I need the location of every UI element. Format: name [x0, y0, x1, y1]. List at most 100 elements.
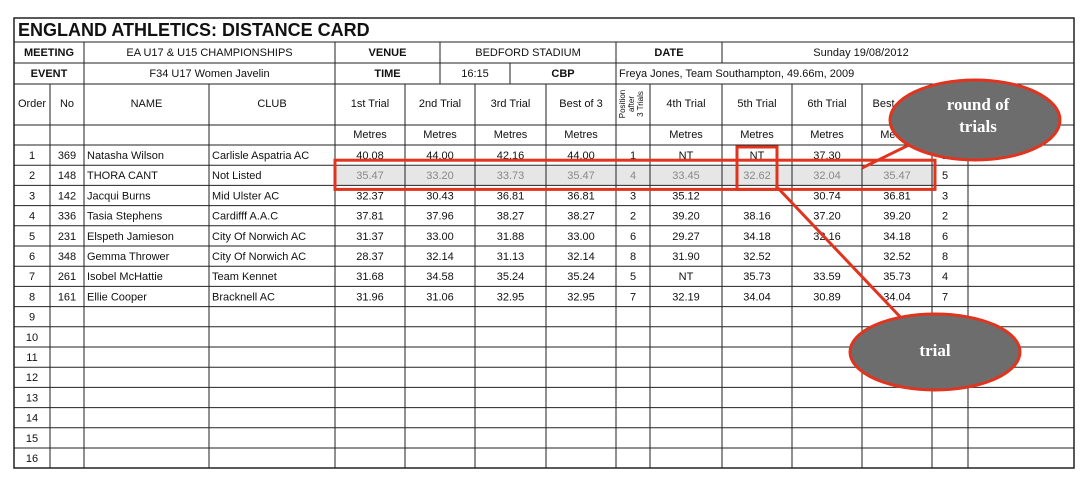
cell: 31.90 [672, 251, 700, 263]
cell: 8 [630, 251, 636, 263]
column-header: 3rd Trial [491, 98, 531, 110]
cell: 348 [58, 251, 76, 263]
cell: 35.47 [883, 170, 911, 182]
card-title: ENGLAND ATHLETICS: DISTANCE CARD [18, 20, 370, 40]
cell: 32.04 [813, 170, 841, 182]
unit-label: Metres [494, 129, 528, 141]
field-label: MEETING [24, 47, 74, 59]
cell: 2 [29, 170, 35, 182]
cell: 8 [942, 251, 948, 263]
cell: 32.19 [672, 291, 700, 303]
cell: 32.52 [883, 251, 911, 263]
cell: 35.24 [497, 271, 525, 283]
cell: Mid Ulster AC [212, 190, 279, 202]
cell: 36.81 [497, 190, 525, 202]
cell: 35.73 [883, 271, 911, 283]
cell: 10 [26, 332, 38, 344]
cell: 35.12 [672, 190, 700, 202]
callout-pointer [861, 140, 916, 170]
cell: 33.73 [497, 170, 525, 182]
cell: 16 [26, 453, 38, 465]
field-value: F34 U17 Women Javelin [149, 68, 269, 80]
cell: 31.13 [497, 251, 525, 263]
cell: 31.88 [497, 231, 525, 243]
cell: 34.04 [883, 291, 911, 303]
cell: 5 [630, 271, 636, 283]
row-callout-box [333, 158, 937, 191]
cell: 37.20 [813, 211, 841, 223]
column-header: No [60, 98, 74, 110]
cell: 29.27 [672, 231, 700, 243]
cell: 32.95 [567, 291, 595, 303]
cell: 1 [630, 150, 636, 162]
cell: 5 [942, 170, 948, 182]
cell: Not Listed [212, 170, 262, 182]
field-label: EVENT [31, 68, 68, 80]
cell: 36.81 [567, 190, 595, 202]
cell: 30.74 [813, 190, 841, 202]
column-header: 5th Trial [737, 98, 776, 110]
position-header: after [627, 96, 636, 112]
cell: 36.81 [883, 190, 911, 202]
cell: 35.47 [356, 170, 384, 182]
row-highlight [335, 166, 935, 186]
unit-label: Metres [423, 129, 457, 141]
cell: 34.58 [426, 271, 454, 283]
cell: 3 [630, 190, 636, 202]
cell: 34.04 [743, 291, 771, 303]
cell: 32.14 [426, 251, 454, 263]
cell: 15 [26, 433, 38, 445]
callout-text: trial [919, 341, 950, 360]
cell: Cardifff A.A.C [212, 211, 278, 223]
cell: 39.20 [883, 211, 911, 223]
position-header: Position [618, 90, 627, 118]
cell: City Of Norwich AC [212, 251, 306, 263]
cell: 7 [29, 271, 35, 283]
callout-text: trials [959, 117, 997, 136]
unit-label: Metres [740, 129, 774, 141]
unit-label: Metres [810, 129, 844, 141]
cell: 34.18 [883, 231, 911, 243]
cell: 33.59 [813, 271, 841, 283]
cell: 30.43 [426, 190, 454, 202]
field-value: 16:15 [461, 68, 489, 80]
cell: 2 [630, 211, 636, 223]
field-value: Freya Jones, Team Southampton, 49.66m, 2… [619, 68, 854, 80]
cell: 35.73 [743, 271, 771, 283]
cell: 35.47 [567, 170, 595, 182]
cell: 35.24 [567, 271, 595, 283]
card-border [13, 17, 1075, 469]
cell: 3 [29, 190, 35, 202]
cell: Elspeth Jamieson [87, 231, 174, 243]
field-label: CBP [551, 68, 574, 80]
cell-callout-box [735, 145, 779, 191]
cell: 34.18 [743, 231, 771, 243]
cell: 1 [29, 150, 35, 162]
cell: 4 [630, 170, 636, 182]
cell: 33.45 [672, 170, 700, 182]
column-header: NAME [131, 98, 163, 110]
cell: 6 [630, 231, 636, 243]
cell: 31.96 [356, 291, 384, 303]
unit-label: Metres [669, 129, 703, 141]
cell: 5 [29, 231, 35, 243]
cell: 336 [58, 211, 76, 223]
cell: 14 [26, 413, 38, 425]
cell: 32.14 [567, 251, 595, 263]
cell: NT [679, 271, 694, 283]
cell: Isobel McHattie [87, 271, 163, 283]
field-value: EA U17 & U15 CHAMPIONSHIPS [126, 47, 292, 59]
cell: 28.37 [356, 251, 384, 263]
cell: 3 [942, 190, 948, 202]
cell: 33.00 [426, 231, 454, 243]
field-value: Sunday 19/08/2012 [813, 47, 908, 59]
cell: 39.20 [672, 211, 700, 223]
cell: 9 [29, 312, 35, 324]
cell: 11 [26, 352, 37, 364]
cell: 30.89 [813, 291, 841, 303]
cell: Gemma Thrower [87, 251, 170, 263]
cell: 7 [942, 291, 948, 303]
cell: 32.37 [356, 190, 384, 202]
cell: Team Kennet [212, 271, 277, 283]
cell: 13 [26, 392, 38, 404]
